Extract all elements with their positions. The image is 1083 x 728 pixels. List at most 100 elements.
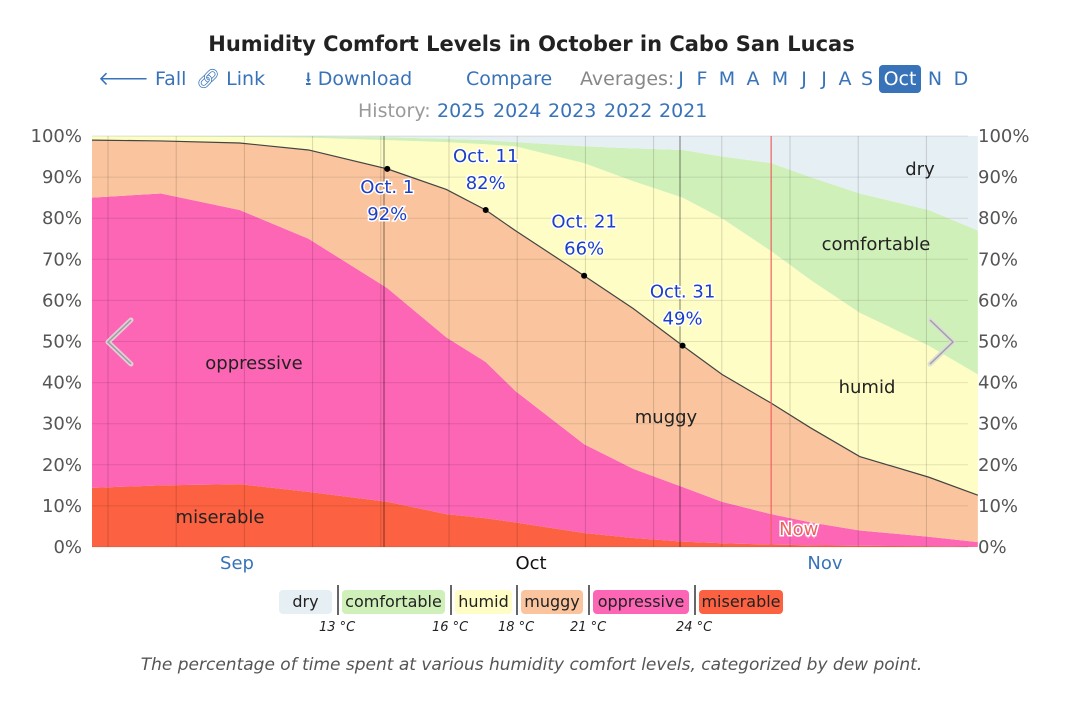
history-year-2021[interactable]: 2021 xyxy=(659,100,708,122)
legend-separator xyxy=(516,585,518,615)
y-tick-left: 0% xyxy=(53,537,82,558)
month-link-7[interactable]: A xyxy=(838,68,852,90)
annotation-date: Oct. 1 xyxy=(360,177,414,198)
fall-label: Fall xyxy=(155,68,187,90)
download-label: Download xyxy=(317,68,413,90)
y-tick-left: 20% xyxy=(42,455,82,476)
y-tick-left: 10% xyxy=(42,496,82,517)
annotation-date: Oct. 21 xyxy=(551,212,616,233)
annotation-point xyxy=(482,206,489,213)
legend-separator xyxy=(588,585,590,615)
chevron-left-outline xyxy=(106,319,132,365)
download-button[interactable]: ⭳ Download xyxy=(305,67,412,91)
legend-threshold: 21 °C xyxy=(570,620,607,635)
month-link-9[interactable]: Oct xyxy=(879,65,921,93)
month-link-10[interactable]: N xyxy=(927,68,943,90)
month-link-8[interactable]: S xyxy=(860,68,874,90)
link-icon: 🔗︎ xyxy=(196,68,221,90)
annotation-value: 92% xyxy=(367,204,407,225)
month-link-2[interactable]: M xyxy=(718,68,736,90)
band-label-dry: dry xyxy=(905,159,935,180)
history-year-2022[interactable]: 2022 xyxy=(604,100,653,122)
now-label: Now xyxy=(779,519,818,540)
x-tick-oct: Oct xyxy=(515,553,546,574)
annotation-point xyxy=(581,272,588,279)
area-comfortable xyxy=(92,136,978,375)
legend-item-miserable: miserable xyxy=(699,590,783,614)
legend-item-humid: humid xyxy=(455,590,512,614)
y-tick-left: 70% xyxy=(42,249,82,270)
annotation-point xyxy=(679,342,686,349)
y-tick-right: 0% xyxy=(978,537,1007,558)
legend-threshold: 16 °C xyxy=(432,620,469,635)
y-tick-left: 100% xyxy=(31,126,82,147)
legend-item-dry: dry xyxy=(279,590,332,614)
month-link-3[interactable]: A xyxy=(746,68,760,90)
history-label: History: xyxy=(358,100,431,122)
legend-separator xyxy=(450,585,452,615)
link-label: Link xyxy=(226,68,266,90)
month-link-11[interactable]: D xyxy=(953,68,969,90)
y-tick-left: 50% xyxy=(42,332,82,353)
fall-link[interactable]: 🡐 Fall xyxy=(98,67,186,91)
x-tick-sep[interactable]: Sep xyxy=(220,553,254,574)
month-link-1[interactable]: F xyxy=(696,68,708,90)
legend-threshold: 24 °C xyxy=(676,620,713,635)
annotation-date: Oct. 11 xyxy=(453,146,518,167)
compare-link[interactable]: Compare xyxy=(466,68,553,90)
chart-caption: The percentage of time spent at various … xyxy=(140,655,923,675)
history-year-2024[interactable]: 2024 xyxy=(493,100,542,122)
y-tick-right: 30% xyxy=(978,414,1018,435)
band-label-humid: humid xyxy=(839,377,896,398)
legend-separator xyxy=(337,585,339,615)
y-tick-left: 90% xyxy=(42,167,82,188)
y-tick-right: 100% xyxy=(978,126,1029,147)
chevron-right-outline xyxy=(929,319,955,365)
y-tick-right: 20% xyxy=(978,455,1018,476)
annotation-point xyxy=(384,165,391,172)
y-tick-right: 80% xyxy=(978,208,1018,229)
y-tick-right: 40% xyxy=(978,373,1018,394)
legend-threshold: 18 °C xyxy=(498,620,535,635)
stacked-area-chart: Now Oct. 1 92% Oct. 11 82% Oct. 21 66% Oct. 31 4… xyxy=(31,126,1030,574)
y-tick-right: 90% xyxy=(978,167,1018,188)
month-link-0[interactable]: J xyxy=(678,68,684,90)
annotation-value: 66% xyxy=(564,239,604,260)
band-label-muggy: muggy xyxy=(635,407,698,428)
averages-label: Averages: xyxy=(580,68,675,90)
download-icon: ⭳ xyxy=(305,68,312,90)
arrow-left-icon: 🡐 xyxy=(98,68,149,90)
month-link-6[interactable]: J xyxy=(821,68,827,90)
y-tick-right: 50% xyxy=(978,332,1018,353)
band-label-oppressive: oppressive xyxy=(205,353,302,374)
y-tick-left: 60% xyxy=(42,290,82,311)
legend-item-comfortable: comfortable xyxy=(342,590,445,614)
area-oppressive xyxy=(92,193,978,547)
y-tick-right: 10% xyxy=(978,496,1018,517)
history-year-2023[interactable]: 2023 xyxy=(548,100,597,122)
link-button[interactable]: 🔗︎ Link xyxy=(196,67,265,91)
area-miserable xyxy=(92,484,978,547)
legend-item-oppressive: oppressive xyxy=(593,590,689,614)
y-tick-right: 60% xyxy=(978,290,1018,311)
band-label-miserable: miserable xyxy=(176,507,265,528)
y-tick-right: 70% xyxy=(978,249,1018,270)
month-link-4[interactable]: M xyxy=(771,68,789,90)
annotation-date: Oct. 31 xyxy=(650,282,715,303)
area-muggy xyxy=(92,140,978,543)
annotation-value: 82% xyxy=(466,173,506,194)
x-tick-nov[interactable]: Nov xyxy=(807,553,842,574)
annotation-value: 49% xyxy=(663,309,703,330)
y-tick-left: 80% xyxy=(42,208,82,229)
area-humid xyxy=(92,136,978,496)
chart-title: Humidity Comfort Levels in October in Ca… xyxy=(208,32,855,56)
legend-separator xyxy=(694,585,696,615)
legend-threshold: 13 °C xyxy=(319,620,356,635)
area-dry xyxy=(92,136,978,231)
history-year-2025[interactable]: 2025 xyxy=(437,100,486,122)
month-link-5[interactable]: J xyxy=(801,68,807,90)
legend-item-muggy: muggy xyxy=(521,590,583,614)
band-label-comfortable: comfortable xyxy=(822,234,931,255)
y-tick-left: 40% xyxy=(42,373,82,394)
